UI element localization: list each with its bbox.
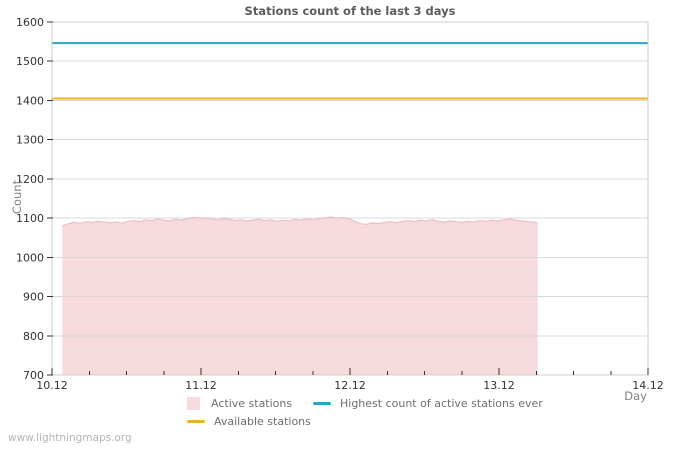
y-tick-label: 1500 xyxy=(16,55,44,68)
active-stations-swatch-icon xyxy=(187,396,200,410)
x-tick-label: 13.12 xyxy=(483,379,515,392)
active-stations-area xyxy=(62,216,538,375)
y-tick-label: 900 xyxy=(23,291,44,304)
x-tick-label: 14.12 xyxy=(632,379,664,392)
x-tick-label: 10.12 xyxy=(36,379,68,392)
legend-label-active-stations: Active stations xyxy=(211,396,293,410)
y-tick-label: 1600 xyxy=(16,16,44,29)
highest-count-swatch-icon xyxy=(313,401,331,405)
available-stations-swatch-icon xyxy=(187,419,205,423)
chart-title: Stations count of the last 3 days xyxy=(244,4,456,18)
y-tick-label: 1300 xyxy=(16,134,44,147)
y-axis-title: Count xyxy=(10,179,24,215)
y-tick-label: 1000 xyxy=(16,251,44,264)
x-axis-title: Day xyxy=(624,389,647,403)
y-tick-label: 700 xyxy=(23,369,44,382)
y-tick-label: 1100 xyxy=(16,212,44,225)
legend-item-active-stations: Active stations xyxy=(187,396,292,410)
x-tick-label: 11.12 xyxy=(185,379,217,392)
legend-item-available-stations: Available stations xyxy=(187,414,311,428)
y-tick-label: 1400 xyxy=(16,94,44,107)
y-tick-label: 1200 xyxy=(16,173,44,186)
legend-item-highest-count: Highest count of active stations ever xyxy=(313,396,543,410)
watermark: www.lightningmaps.org xyxy=(8,432,132,444)
legend-label-highest-count: Highest count of active stations ever xyxy=(340,396,543,410)
active-stations-edge xyxy=(62,216,538,227)
y-tick-label: 800 xyxy=(23,330,44,343)
x-tick-label: 12.12 xyxy=(334,379,366,392)
legend-label-available-stations: Available stations xyxy=(214,414,311,428)
